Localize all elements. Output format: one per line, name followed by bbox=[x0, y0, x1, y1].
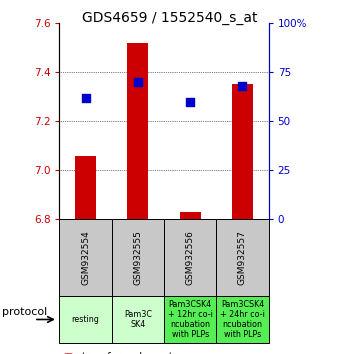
Text: GSM932556: GSM932556 bbox=[186, 230, 195, 285]
Bar bbox=[128, 43, 148, 219]
Point bbox=[83, 95, 88, 101]
Bar bbox=[75, 156, 96, 219]
Point bbox=[187, 99, 193, 104]
Text: resting: resting bbox=[72, 315, 100, 324]
Text: Pam3CSK4
+ 24hr co-i
ncubation
with PLPs: Pam3CSK4 + 24hr co-i ncubation with PLPs bbox=[220, 301, 265, 338]
Point bbox=[240, 83, 245, 89]
Text: protocol: protocol bbox=[2, 307, 47, 317]
Text: GDS4659 / 1552540_s_at: GDS4659 / 1552540_s_at bbox=[82, 11, 258, 25]
Text: ■: ■ bbox=[63, 352, 72, 354]
Point bbox=[135, 79, 141, 85]
Text: GSM932555: GSM932555 bbox=[133, 230, 142, 285]
Text: GSM932554: GSM932554 bbox=[81, 230, 90, 285]
Text: Pam3CSK4
+ 12hr co-i
ncubation
with PLPs: Pam3CSK4 + 12hr co-i ncubation with PLPs bbox=[168, 301, 212, 338]
Text: GSM932557: GSM932557 bbox=[238, 230, 247, 285]
Bar bbox=[232, 84, 253, 219]
Text: Pam3C
SK4: Pam3C SK4 bbox=[124, 310, 152, 329]
Text: transformed count: transformed count bbox=[82, 352, 172, 354]
Bar bbox=[180, 212, 201, 219]
